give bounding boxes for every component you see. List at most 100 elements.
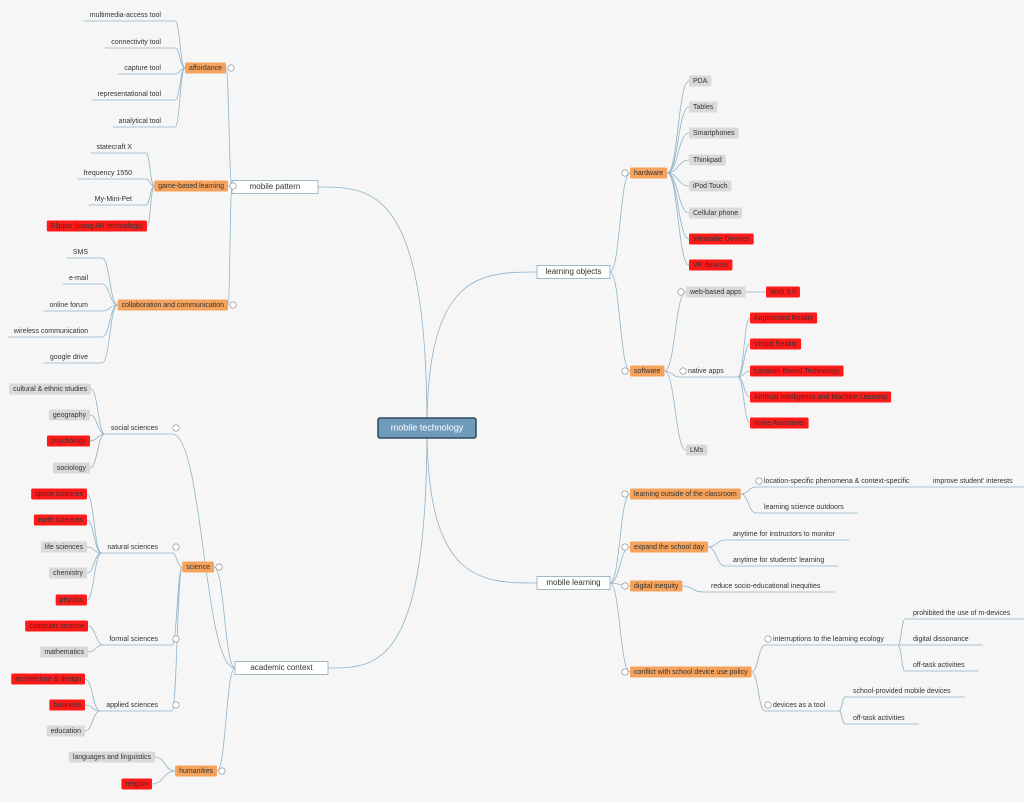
branch-node: [536, 265, 611, 279]
collapse-toggle[interactable]: [172, 424, 180, 432]
leaf-box: [689, 101, 718, 113]
root-connector: [426, 271, 538, 429]
connector: [89, 414, 106, 435]
leaf-box: [750, 417, 809, 429]
leaf-label: life sciences: [45, 544, 84, 551]
collapse-toggle[interactable]: [621, 169, 629, 177]
root-connector: [327, 427, 428, 669]
connector: [174, 67, 186, 128]
collapse-toggle[interactable]: [227, 64, 235, 72]
collapse-toggle[interactable]: [679, 367, 687, 375]
collapse-toggle[interactable]: [764, 701, 772, 709]
leaf-label: business: [53, 702, 81, 709]
topic-label: improve student' interests: [933, 478, 1013, 485]
collapse-toggle[interactable]: [621, 582, 629, 590]
connector: [609, 493, 631, 584]
topic-label: e-mail: [69, 275, 89, 282]
category-label: conflict with school device use policy: [634, 669, 748, 676]
topic-label: formal sciences: [109, 636, 158, 643]
collapse-toggle[interactable]: [621, 490, 629, 498]
connector: [740, 493, 757, 514]
category-label: learning outside of the classroom: [634, 491, 737, 498]
connector: [101, 283, 118, 306]
topic-label: off-task activities: [913, 662, 965, 669]
topic-label: analytical tool: [119, 118, 162, 125]
leaf-box: [49, 567, 87, 579]
leaf-label: Tables: [693, 104, 714, 111]
connector: [84, 704, 101, 712]
collapse-toggle[interactable]: [621, 668, 629, 676]
leaf-box: [750, 391, 892, 403]
collapse-toggle[interactable]: [621, 367, 629, 375]
topic-label: devices as a tool: [773, 702, 826, 709]
collapse-toggle[interactable]: [229, 182, 237, 190]
connector: [151, 770, 176, 785]
connector: [87, 625, 104, 646]
leaf-box: [48, 409, 90, 421]
leaf-box: [689, 233, 754, 245]
connector: [667, 132, 690, 174]
leaf-box: [689, 75, 712, 87]
collapse-toggle[interactable]: [764, 635, 772, 643]
connector: [737, 370, 751, 378]
leaf-label: Smartphones: [693, 130, 735, 137]
collapse-toggle[interactable]: [677, 288, 685, 296]
connector: [213, 566, 236, 669]
leaf-label: Augmented Reality: [754, 315, 814, 322]
root-connector: [426, 427, 538, 584]
leaf-label: cultural & ethnic studies: [13, 386, 87, 393]
leaf-box: [40, 646, 88, 658]
category-label: hardware: [634, 170, 663, 177]
category-box: [117, 299, 228, 311]
connector: [86, 546, 102, 554]
collapse-toggle[interactable]: [172, 701, 180, 709]
collapse-toggle[interactable]: [229, 301, 237, 309]
connector: [751, 644, 766, 673]
category-box: [154, 180, 228, 192]
leaf-label: computer science: [29, 623, 84, 630]
category-box: [630, 541, 709, 553]
leaf-box: [689, 207, 743, 219]
collapse-toggle[interactable]: [755, 477, 763, 485]
topic-label: anytime for instructors to monitor: [733, 531, 836, 538]
leaf-label: Voice Assistants: [754, 420, 805, 427]
topic-label: digital dissonance: [913, 636, 969, 643]
leaf-label: education: [51, 728, 81, 735]
collapse-toggle[interactable]: [621, 543, 629, 551]
connector: [609, 271, 631, 372]
connector: [101, 304, 119, 364]
leaf-box: [49, 699, 85, 711]
category-label: software: [634, 368, 661, 375]
connector: [146, 185, 155, 227]
topic-label: connectivity tool: [111, 39, 161, 46]
topic-label: location-specific phenomena & context-sp…: [764, 478, 910, 485]
collapse-toggle[interactable]: [215, 563, 223, 571]
category-label: digital inequity: [634, 583, 679, 590]
connector: [89, 433, 106, 469]
collapse-toggle[interactable]: [218, 767, 226, 775]
topic-label: statecraft X: [97, 144, 133, 151]
category-box: [630, 580, 683, 592]
collapse-toggle[interactable]: [172, 635, 180, 643]
leaf-label: web-based apps: [689, 289, 742, 296]
collapse-toggle[interactable]: [172, 543, 180, 551]
connector: [171, 552, 183, 568]
leaf-box: [121, 778, 152, 790]
connector: [737, 376, 751, 424]
topic-label: frequency 1550: [84, 170, 132, 177]
leaf-box: [689, 154, 726, 166]
topic-label: interruptions to the learning ecology: [773, 636, 884, 643]
connector: [609, 172, 631, 273]
category-label: game-based learning: [158, 183, 224, 190]
category-box: [630, 365, 665, 377]
leaf-label: Cellular phone: [693, 210, 738, 217]
connector: [737, 317, 751, 378]
topic-label: social sciences: [111, 425, 159, 432]
root-node: [377, 417, 477, 439]
connector: [86, 493, 102, 554]
connector: [225, 67, 233, 188]
connector: [171, 566, 183, 646]
leaf-label: Artificial Intelligence and Machine Lear…: [754, 394, 887, 401]
connector: [667, 106, 690, 174]
